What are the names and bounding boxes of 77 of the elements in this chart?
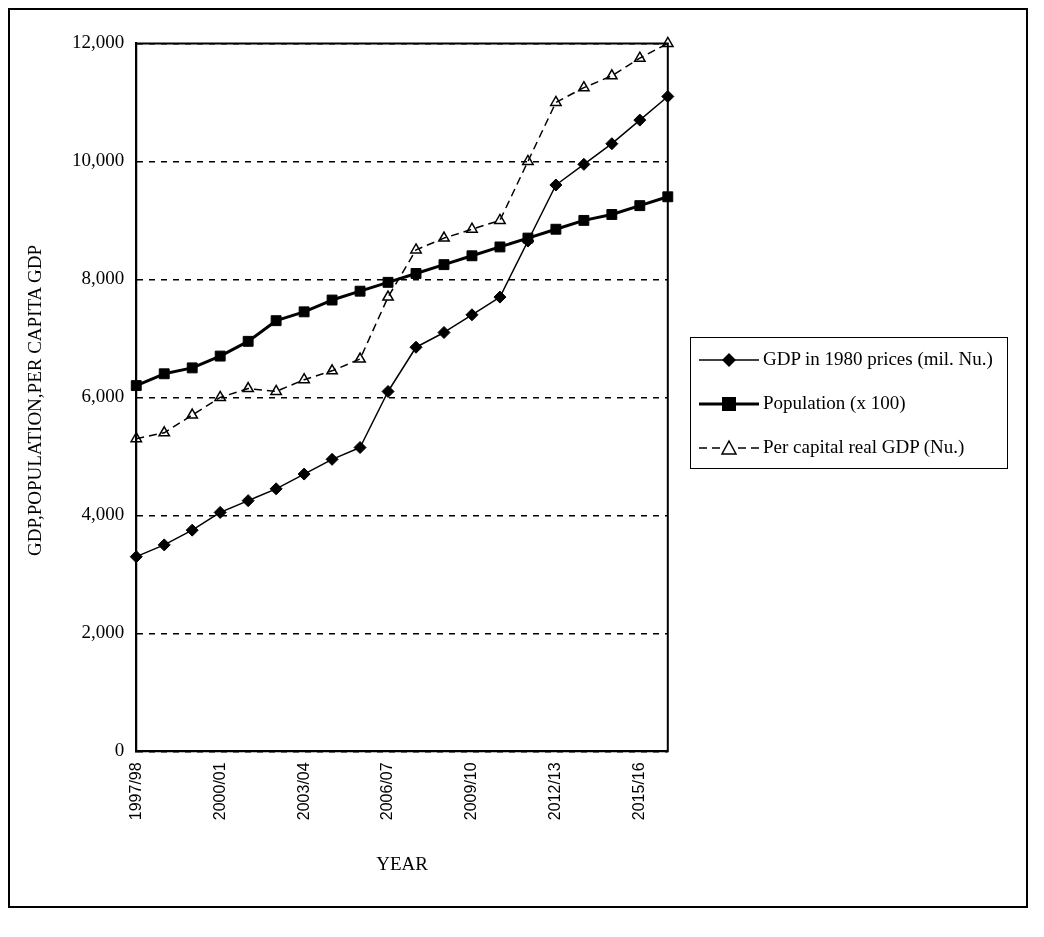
point — [410, 243, 422, 254]
point — [550, 223, 562, 235]
point — [438, 231, 450, 242]
point — [186, 362, 198, 374]
point — [605, 69, 618, 80]
point — [354, 285, 366, 297]
point — [157, 538, 171, 552]
x-tick-label: 2006/07 — [378, 762, 396, 821]
point — [381, 384, 395, 398]
point — [606, 209, 618, 220]
point — [577, 80, 590, 92]
x-tick-label: 2015/16 — [630, 762, 648, 821]
point — [298, 372, 311, 384]
point — [242, 335, 254, 347]
point — [662, 191, 674, 203]
legend-label: Per capital real GDP (Nu.) — [763, 436, 965, 458]
point — [129, 550, 143, 564]
point — [214, 350, 226, 362]
y-tick-label: 4,000 — [81, 503, 125, 525]
point — [494, 213, 506, 225]
point — [213, 505, 227, 519]
y-tick-label: 12,000 — [72, 31, 125, 53]
point — [297, 467, 311, 481]
point — [242, 381, 255, 393]
x-tick-label: 2009/10 — [462, 762, 480, 821]
point — [298, 306, 310, 318]
point — [214, 390, 227, 402]
point — [633, 113, 647, 127]
legend-label: GDP in 1980 prices (mil. Nu.) — [763, 348, 993, 370]
point — [521, 154, 534, 166]
y-tick-label: 6,000 — [81, 385, 125, 407]
point — [354, 352, 367, 363]
point — [326, 294, 338, 306]
legend-label: Population (x 100) — [763, 392, 906, 414]
point — [438, 259, 450, 271]
y-tick-label: 0 — [114, 739, 125, 761]
x-axis-title: YEAR — [376, 852, 429, 874]
x-tick-label: 2003/04 — [294, 762, 312, 821]
point — [409, 340, 423, 354]
x-tick-label: 2000/01 — [210, 762, 228, 821]
point — [353, 441, 367, 455]
y-tick-label: 8,000 — [81, 267, 125, 289]
point — [494, 241, 506, 253]
point — [269, 482, 283, 496]
point — [410, 268, 422, 279]
point — [605, 137, 619, 151]
point — [493, 290, 507, 304]
y-tick-label: 10,000 — [72, 149, 125, 171]
point — [158, 426, 171, 437]
point — [185, 523, 199, 537]
point — [549, 95, 562, 107]
point — [466, 250, 478, 262]
point — [270, 315, 282, 327]
point — [325, 452, 339, 466]
x-tick-label: 1997/98 — [126, 762, 144, 821]
point — [634, 200, 646, 212]
point — [437, 325, 451, 339]
point — [577, 157, 591, 171]
point — [130, 380, 142, 392]
point — [326, 364, 339, 375]
point — [549, 178, 563, 192]
point — [382, 290, 394, 301]
point — [661, 36, 674, 48]
point — [130, 431, 143, 443]
point — [382, 276, 394, 288]
point — [661, 90, 675, 103]
point — [466, 222, 478, 233]
point — [241, 494, 255, 508]
point — [158, 368, 170, 380]
point — [578, 214, 590, 226]
point — [633, 51, 646, 62]
point — [186, 408, 199, 419]
point — [465, 308, 479, 322]
point — [270, 384, 283, 396]
y-tick-label: 2,000 — [81, 621, 125, 643]
y-axis-title: GDP,POPULATION,PER CAPITA GDP — [24, 244, 46, 556]
x-tick-label: 2012/13 — [546, 762, 564, 821]
